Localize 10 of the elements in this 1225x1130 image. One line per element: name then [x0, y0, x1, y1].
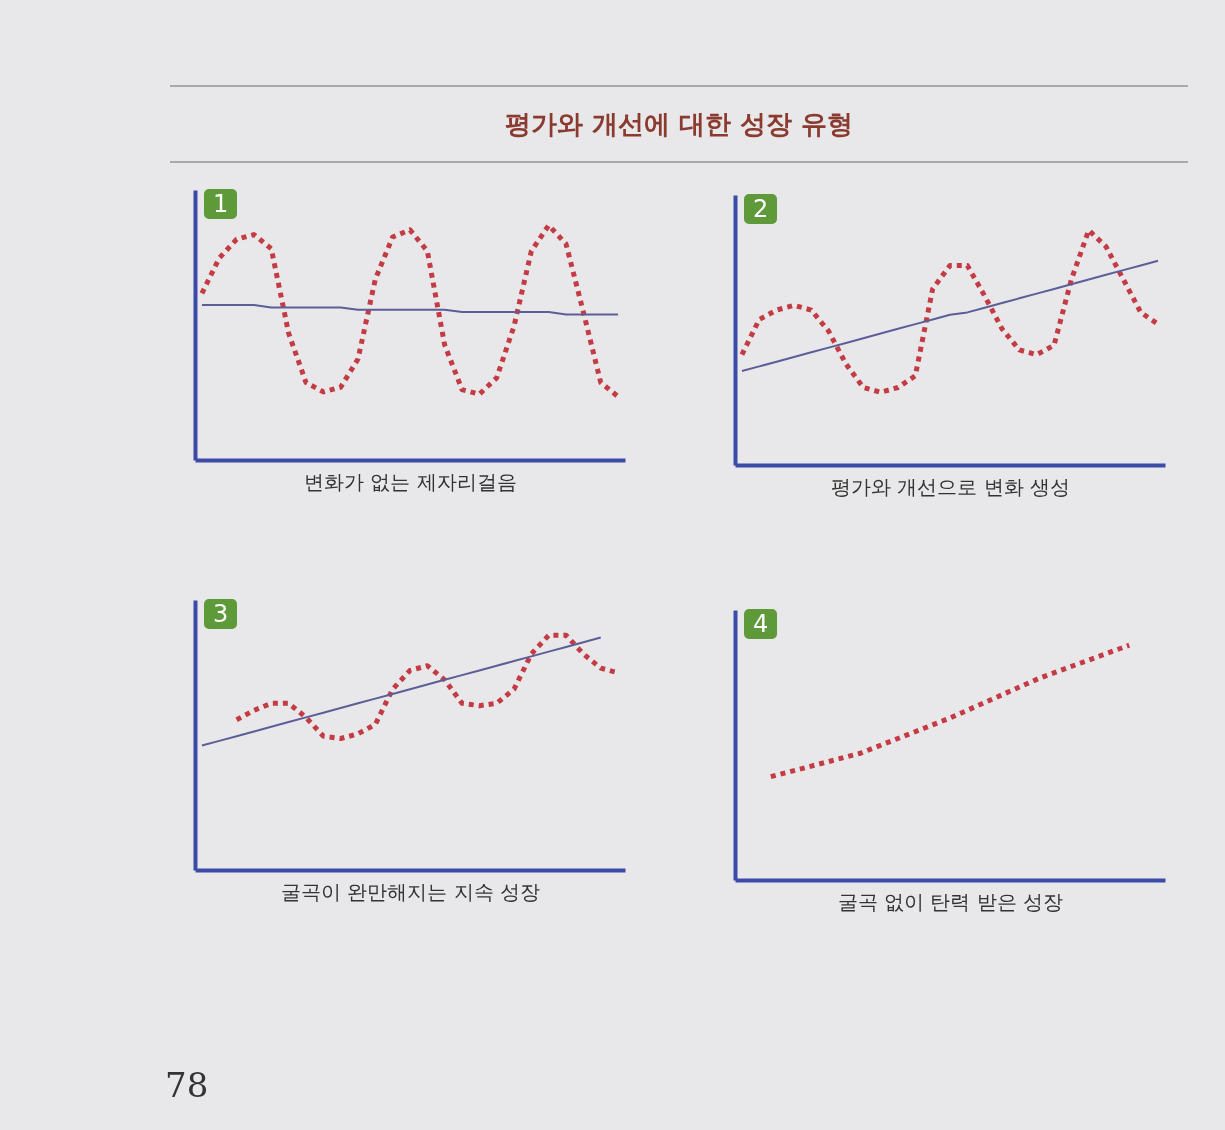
x-axis-title: 평가와 개선으로 변화 생성	[830, 474, 1071, 499]
chart-title: 1	[204, 189, 238, 219]
x-axis-title: 변화가 없는 제자리걸음	[304, 469, 517, 494]
x-axis-title: 굴곡이 완만해지는 지속 성장	[280, 879, 541, 904]
text: 평가와 개선에 대한 성장 유형	[170, 85, 1188, 163]
chart-title: 4	[744, 609, 778, 639]
text: 78	[165, 1065, 209, 1105]
chart-title: 2	[744, 194, 778, 224]
x-axis-title: 굴곡 없이 탄력 받은 성장	[837, 889, 1064, 914]
chart-title: 3	[204, 599, 238, 629]
